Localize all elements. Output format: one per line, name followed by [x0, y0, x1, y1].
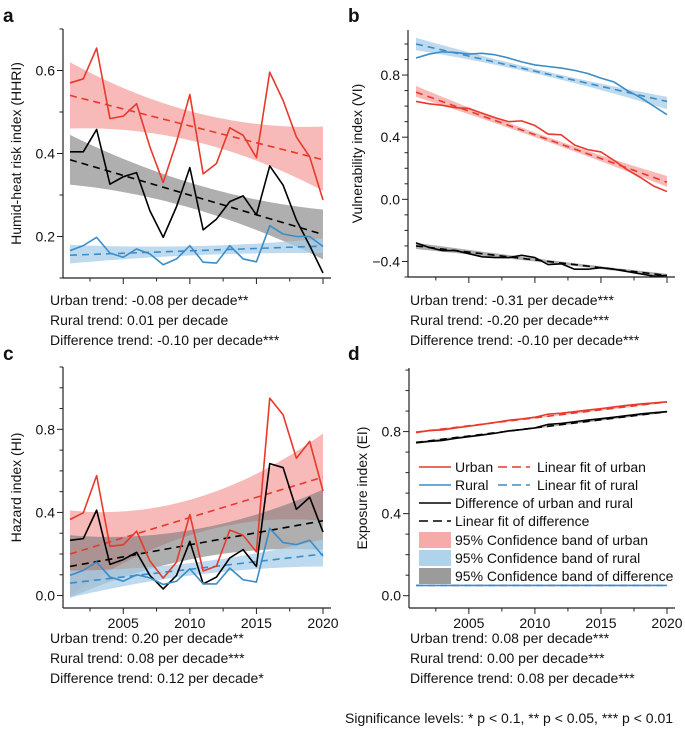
y-tick-label: 0.0: [36, 588, 56, 604]
legend-label: Urban: [455, 459, 493, 475]
trend-text: Rural trend: 0.08 per decade***: [50, 650, 245, 666]
linear-fit-difference: [69, 158, 324, 236]
linear-fit-urban: [69, 94, 324, 161]
y-axis-label: Humid-heat risk index (HHRI): [8, 62, 24, 245]
linear-fit-difference: [69, 519, 324, 568]
series-line-urban: [69, 397, 324, 579]
trend-text: Urban trend: -0.31 per decade***: [410, 292, 614, 308]
y-tick-label: 0.0: [381, 191, 401, 207]
y-tick-label: 0.4: [36, 504, 56, 520]
panel-c: 2005 2010 2015 2020 0.0 0.4 0.8 Hazard index (H…: [3, 344, 339, 686]
x-tick-label: 2020: [307, 615, 338, 631]
plot-area: [69, 47, 324, 274]
legend-swatch-band-difference: [419, 568, 451, 584]
y-tick-label: 0.6: [36, 63, 56, 79]
series-line-urban: [69, 47, 324, 201]
trend-text: Urban trend: 0.20 per decade**: [50, 630, 244, 646]
y-tick-label: −0.4: [372, 253, 400, 269]
plot-area: [415, 400, 668, 587]
legend-label: 95% Confidence band of difference: [455, 568, 674, 584]
x-tick-label: 2005: [108, 615, 139, 631]
y-tick-label: 0.4: [381, 129, 401, 145]
legend-swatch-band-urban: [419, 532, 451, 548]
panel-label: c: [3, 344, 14, 365]
x-tick-label: 2010: [174, 615, 205, 631]
legend-label: 95% Confidence band of rural: [455, 550, 640, 566]
y-tick-label: 0.8: [36, 421, 56, 437]
legend-swatch-band-rural: [419, 550, 451, 566]
panel-label: d: [348, 344, 360, 365]
y-axis-label: Vulnerability index (VI): [349, 84, 365, 224]
trend-text: Difference trend: 0.08 per decade***: [410, 670, 635, 686]
legend-label: 95% Confidence band of urban: [455, 532, 648, 548]
series-line-rural: [415, 50, 668, 116]
trend-text: Difference trend: 0.12 per decade*: [50, 670, 264, 686]
y-axis-label: Exposure index (EI): [354, 427, 370, 550]
trend-text: Difference trend: -0.10 per decade***: [410, 332, 640, 348]
x-tick-label: 2015: [241, 615, 272, 631]
series-line-difference: [69, 462, 324, 590]
legend-label: Linear fit of rural: [537, 477, 638, 493]
trend-text: Rural trend: 0.00 per decade***: [410, 650, 605, 666]
plot-area: [69, 397, 324, 598]
legend-label: Linear fit of urban: [537, 459, 646, 475]
y-tick-label: 0.4: [36, 146, 56, 162]
series-line-rural: [69, 224, 324, 266]
y-tick-label: 0.0: [382, 588, 402, 604]
plot-area: [415, 37, 668, 277]
x-tick-label: 2010: [519, 615, 550, 631]
x-tick-label: 2015: [585, 615, 616, 631]
y-tick-label: 0.2: [36, 229, 56, 245]
x-tick-label: 2005: [453, 615, 484, 631]
trend-text: Difference trend: -0.10 per decade***: [50, 332, 280, 348]
series-line-urban: [415, 100, 668, 193]
confidence-band-rural: [70, 539, 323, 598]
confidence-band-urban: [70, 62, 323, 191]
legend-label: Difference of urban and rural: [455, 495, 633, 511]
panel-d: 2005 2010 2015 2020 0.0 0.4 0.8 Exposure index …: [348, 344, 683, 686]
series-line-rural: [69, 527, 324, 586]
panel-label: a: [3, 6, 14, 27]
trend-text: Rural trend: 0.01 per decade: [50, 312, 228, 328]
legend: Urban Linear fit of urban Rural Linear fit …: [419, 459, 674, 584]
series-line-urban: [415, 401, 668, 434]
linear-fit-urban: [69, 476, 324, 555]
panel-label: b: [348, 6, 360, 27]
panel-b: −0.4 0.0 0.4 0.8 Vulnerability index (VI) b Ur…: [348, 6, 675, 348]
panel-a: 0.2 0.4 0.6 Humid-heat risk index (HHRI) a Ur…: [3, 6, 331, 348]
significance-note: Significance levels: * p < 0.1, ** p < 0…: [345, 710, 673, 726]
trend-text: Urban trend: -0.08 per decade**: [50, 292, 249, 308]
series-line-difference: [70, 128, 324, 274]
confidence-band-rural: [416, 37, 667, 110]
series-line-difference: [415, 410, 668, 444]
x-tick-label: 2020: [651, 615, 682, 631]
y-tick-label: 0.4: [382, 506, 402, 522]
legend-label: Linear fit of difference: [455, 513, 590, 529]
series-line-difference: [415, 242, 668, 277]
y-tick-label: 0.8: [381, 67, 401, 83]
legend-label: Rural: [455, 477, 488, 493]
trend-text: Rural trend: -0.20 per decade***: [410, 312, 610, 328]
linear-fit-urban: [415, 91, 668, 183]
trend-text: Urban trend: 0.08 per decade***: [410, 630, 610, 646]
y-tick-label: 0.8: [382, 424, 402, 440]
y-axis-label: Hazard index (HI): [8, 433, 24, 543]
